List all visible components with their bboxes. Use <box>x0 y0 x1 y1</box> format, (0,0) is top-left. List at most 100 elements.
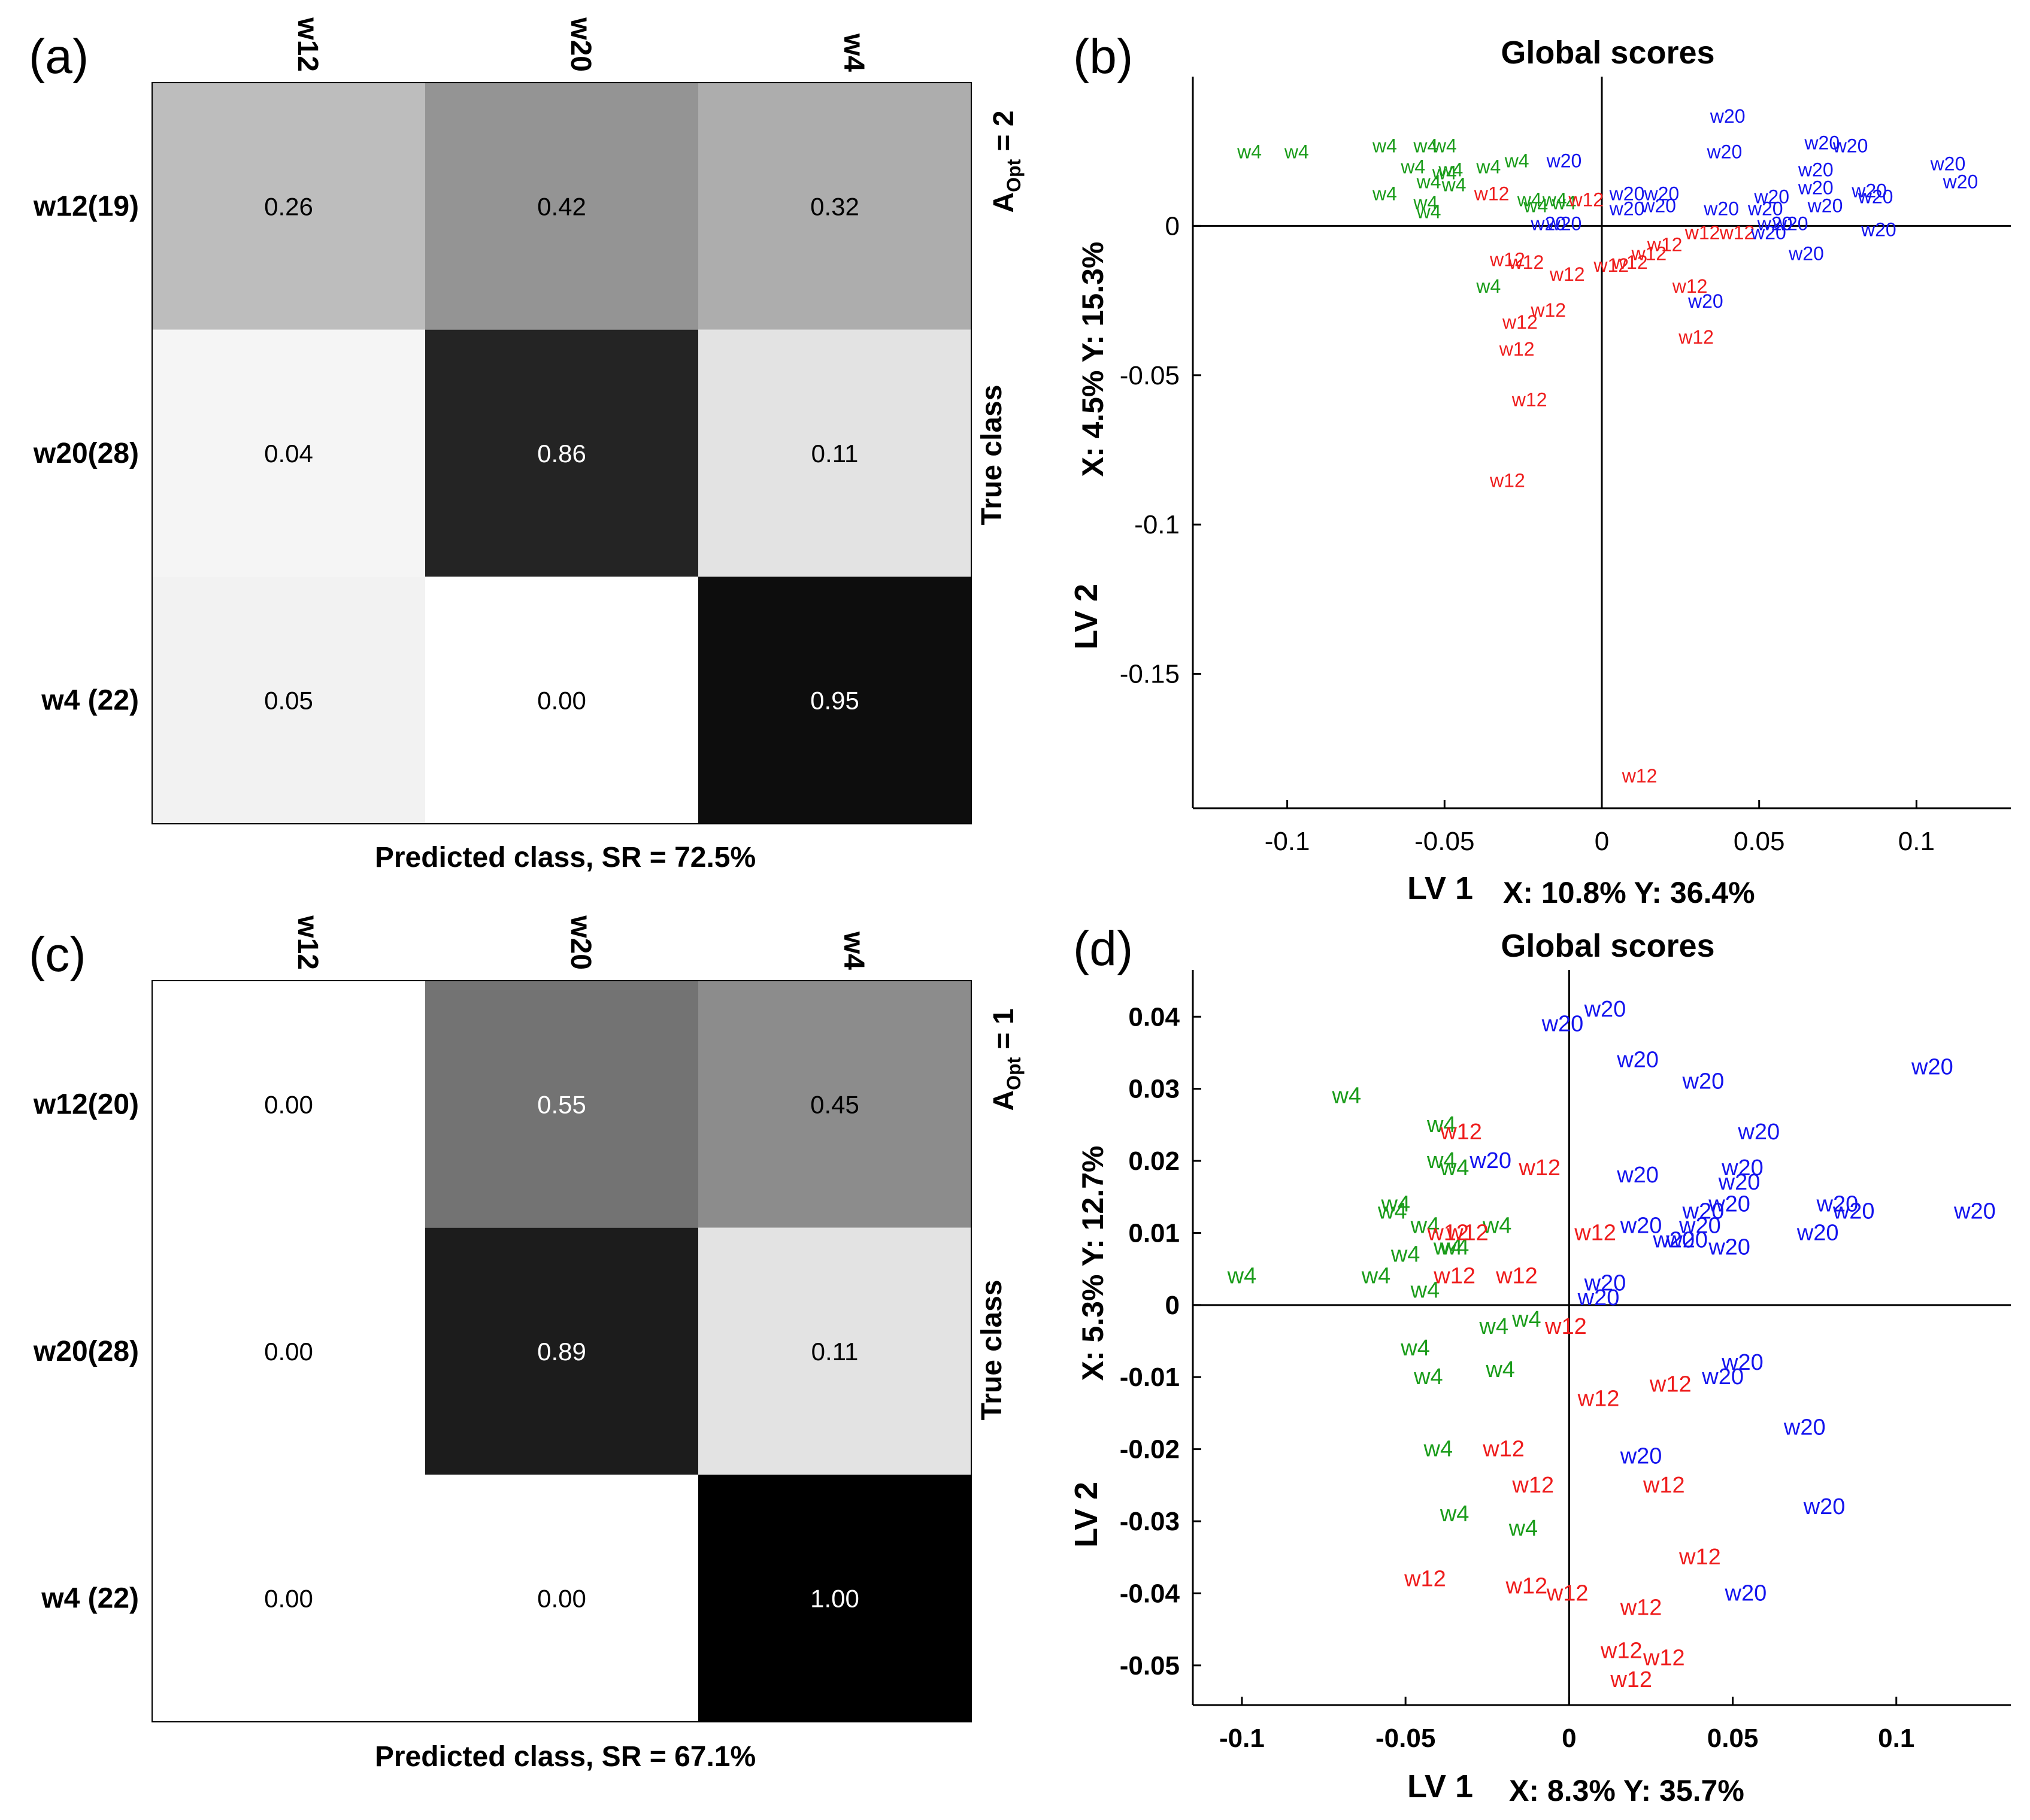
scatter-d-point-w4-21: w4 <box>1508 1516 1538 1541</box>
scatter-b-point-w20-10: w20 <box>1609 183 1645 205</box>
scatter-d-ytick-label-5: -0.01 <box>1120 1363 1180 1392</box>
cm-a-cell-1-0 <box>152 329 425 577</box>
scatter-b-point-w20-8: w20 <box>1851 180 1887 202</box>
scatter-d-ytick-label-3: 0.01 <box>1128 1218 1180 1248</box>
scatter-d-point-w12-5: w12 <box>1433 1264 1475 1289</box>
scatter-d-title: Global scores <box>1501 928 1714 964</box>
scatter-d-point-w4-19: w4 <box>1423 1437 1453 1462</box>
scatter-d-point-w4-7: w4 <box>1482 1213 1512 1238</box>
scatter-b-point-w20-11: w20 <box>1643 183 1679 205</box>
scatter-b-point-w20-14: w20 <box>1640 195 1676 216</box>
scatter-b-point-w12-2: w12 <box>1489 248 1525 270</box>
true-class-label-a: True class <box>976 385 1008 526</box>
scatter-d-point-w20-26: w20 <box>1620 1444 1662 1469</box>
scatter-d-xtick-label-4: 0.1 <box>1878 1724 1914 1753</box>
scatter-d-point-w20-22: w20 <box>1577 1285 1620 1311</box>
scatter-b-point-w12-0: w12 <box>1474 183 1510 205</box>
scatter-d-ytick-label-0: 0.04 <box>1128 1002 1180 1032</box>
scatter-b-point-w4-2: w4 <box>1372 135 1397 157</box>
scatter-d-point-w20-2: w20 <box>1616 1047 1659 1072</box>
scatter-d-point-w4-0: w4 <box>1332 1084 1362 1109</box>
cm-c-value-0-2: 0.45 <box>810 1090 859 1118</box>
scatter-b-point-w20-19: w20 <box>1757 213 1793 234</box>
scatter-d-point-w20-19: w20 <box>1708 1235 1750 1260</box>
scatter-d-ytick-label-2: 0.02 <box>1128 1146 1180 1176</box>
scatter-d-point-w12-2: w12 <box>1426 1220 1469 1245</box>
scatter-b-point-w20-1: w20 <box>1707 141 1743 163</box>
xpct-b: X: 10.8% Y: 36.4% <box>1503 876 1755 909</box>
scatter-d-point-w20-20: w20 <box>1796 1220 1839 1245</box>
scatter-b-point-w4-19: w4 <box>1475 275 1501 297</box>
scatter-d-point-w20-27: w20 <box>1803 1494 1846 1519</box>
cm-c-value-2-0: 0.00 <box>264 1585 313 1613</box>
scatter-b-point-w20-24: w20 <box>1861 219 1896 240</box>
scatter-d-point-w20-24: w20 <box>1701 1364 1744 1390</box>
scatter-d-xtick-label-0: -0.1 <box>1219 1724 1265 1753</box>
scatter-b-point-w20-18: w20 <box>1858 186 1893 208</box>
scatter-b-ytick-label-1: -0.05 <box>1120 361 1180 390</box>
cm-a-cell-2-2 <box>698 577 971 824</box>
scatter-d-point-w12-7: w12 <box>1544 1314 1587 1339</box>
scatter-b-point-w20-23: w20 <box>1546 213 1582 234</box>
scatter-d-ytick-label-6: -0.02 <box>1120 1435 1180 1464</box>
cm-a-col-label-0: w12 <box>292 17 323 72</box>
scatter-b-point-w12-5: w12 <box>1593 254 1629 276</box>
scatter-d-point-w4-9: w4 <box>1440 1235 1470 1260</box>
scatter-d-point-w12-8: w12 <box>1577 1386 1620 1411</box>
scatter-b-point-w4-11: w4 <box>1441 174 1467 196</box>
cm-c-col-label-2: w4 <box>838 931 869 970</box>
cm-a-row-label-0: w12(19) <box>33 190 139 222</box>
cm-c-cell-1-0 <box>152 1227 425 1475</box>
scatter-d-point-w12-15: w12 <box>1505 1573 1547 1598</box>
scatter-d-point-w4-6: w4 <box>1410 1213 1440 1238</box>
cm-c-cell-0-1 <box>425 981 698 1228</box>
cm-c-row-label-1: w20(28) <box>33 1336 139 1367</box>
scatter-b-point-w20-17: w20 <box>1807 195 1843 216</box>
scatter-b-point-w12-15: w12 <box>1678 326 1714 348</box>
scatter-b-point-w4-5: w4 <box>1400 156 1425 178</box>
confusion-matrix-c: 0.00 0.55 0.45 w12(20) 0.00 0.89 0.11 w20(28) 0.… <box>33 915 972 1722</box>
scatter-d-point-w12-18: w12 <box>1643 1646 1685 1671</box>
scatter-b-point-w12-4: w12 <box>1549 263 1585 285</box>
scatter-b-point-w4-10: w4 <box>1416 171 1441 193</box>
cm-c-cell-0-2 <box>698 981 971 1228</box>
cm-c-cell-1-2 <box>698 1227 971 1475</box>
cm-c-value-1-2: 0.11 <box>811 1337 859 1366</box>
scatter-d-point-w20-9: w20 <box>1718 1170 1761 1195</box>
scatter-b-point-w4-13: w4 <box>1413 192 1438 213</box>
scatter-d-point-w4-16: w4 <box>1400 1336 1430 1361</box>
ypct-b: X: 4.5% Y: 15.3% <box>1076 242 1110 477</box>
cm-c-row-label-2: w4 (22) <box>41 1583 139 1615</box>
cm-a-col-label-1: w20 <box>565 17 596 72</box>
xlabel-d: LV 1 <box>1407 1769 1473 1804</box>
scatter-b-ytick-label-3: -0.15 <box>1120 660 1180 689</box>
scatter-b-point-w4-8: w4 <box>1475 156 1501 178</box>
cm-c-col-label-1: w20 <box>565 915 596 970</box>
cm-c-value-2-1: 0.00 <box>537 1585 586 1613</box>
scatter-d-ytick-label-8: -0.04 <box>1120 1579 1180 1608</box>
cm-a-cell-2-0 <box>152 577 425 824</box>
cm-a-value-1-1: 0.86 <box>537 439 586 468</box>
cm-c-cell-2-0 <box>152 1475 425 1722</box>
scatter-b-point-w20-2: w20 <box>1804 132 1840 154</box>
scatter-d-point-w4-12: w4 <box>1361 1264 1391 1289</box>
scatter-b-point-w4-6: w4 <box>1432 162 1457 184</box>
scatter-b-point-w20-15: w20 <box>1703 198 1739 219</box>
cm-c-col-label-0: w12 <box>292 915 323 970</box>
cm-a-cell-0-0 <box>152 83 425 330</box>
scatter-d-point-w4-20: w4 <box>1440 1502 1470 1527</box>
scatter-d-point-w12-11: w12 <box>1511 1473 1554 1498</box>
scatter-b-point-w12-8: w12 <box>1647 233 1683 255</box>
scatter-b-point-w12-1: w12 <box>1568 189 1604 210</box>
scatter-d-xtick-label-2: 0 <box>1562 1724 1576 1753</box>
scatter-d-point-w12-9: w12 <box>1649 1372 1692 1397</box>
scatter-d-point-w20-1: w20 <box>1541 1011 1584 1036</box>
scatter-b-point-w20-13: w20 <box>1609 198 1645 219</box>
cm-c-cell-1-1 <box>425 1227 698 1475</box>
scatter-d-point-w12-20: w12 <box>1610 1667 1652 1692</box>
scatter-b-point-w12-3: w12 <box>1508 251 1544 273</box>
scatter-b-point-w12-12: w12 <box>1530 299 1566 321</box>
scatter-d-point-w20-15: w20 <box>1678 1213 1721 1238</box>
cm-a-value-2-1: 0.00 <box>537 687 586 715</box>
scatter-b-point-w20-4: w20 <box>1930 153 1966 175</box>
